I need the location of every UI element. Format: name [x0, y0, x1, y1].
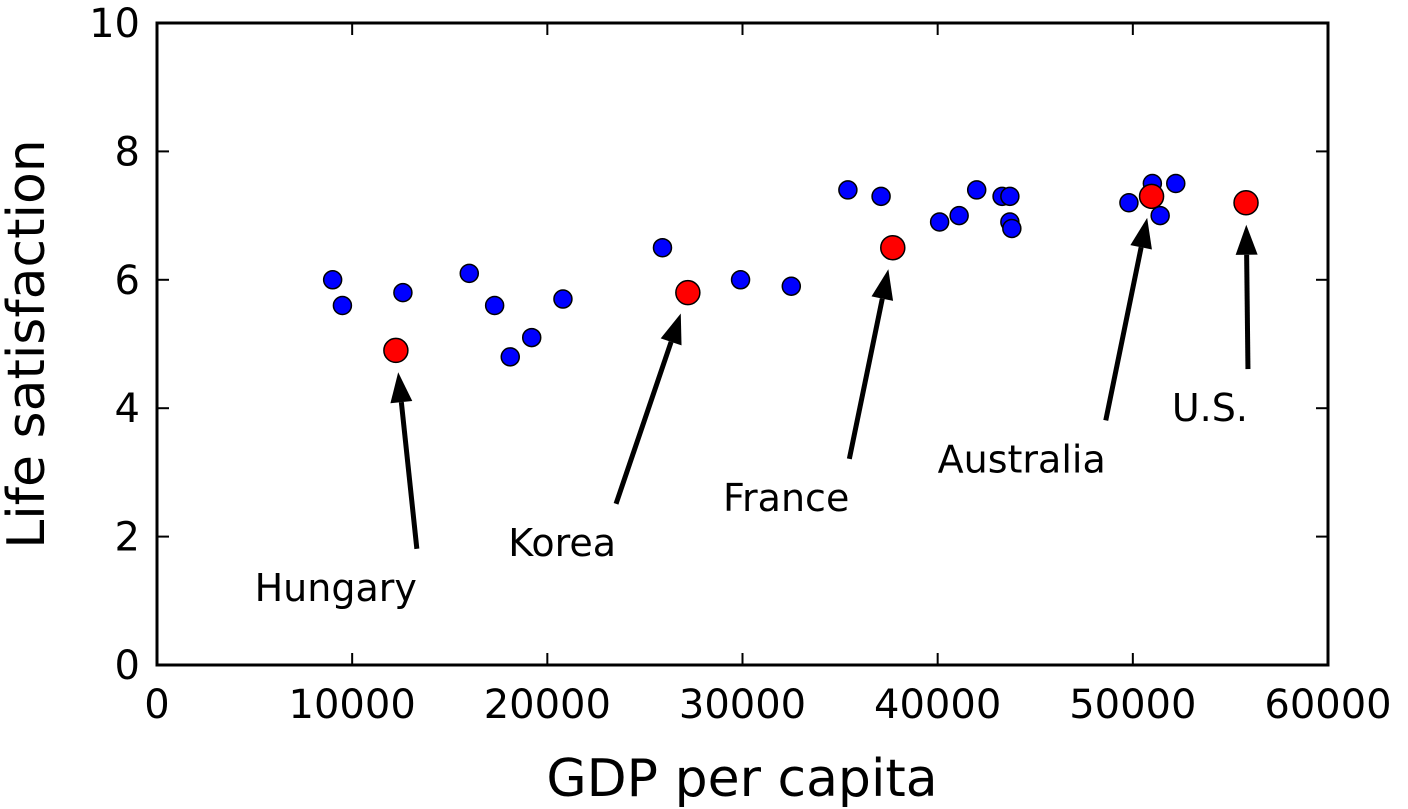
y-tick-label: 4 — [115, 386, 140, 432]
data-point — [500, 347, 521, 367]
annotation-label: Korea — [508, 521, 616, 565]
x-tick-label: 30000 — [679, 682, 806, 728]
annotation-label: U.S. — [1172, 386, 1248, 430]
annotation-arrow-shaft — [1103, 246, 1144, 421]
annotation-label: France — [723, 476, 849, 520]
annotation-arrow-shaft — [846, 298, 885, 460]
annotation-arrow-shaft — [1244, 254, 1251, 370]
x-tick-label: 0 — [144, 682, 169, 728]
x-tick-label: 60000 — [1264, 682, 1391, 728]
x-axis-label: GDP per capita — [546, 749, 937, 809]
annotation-arrow-head — [660, 313, 682, 346]
data-point — [1002, 218, 1022, 239]
data-point — [322, 270, 343, 290]
y-tick-label: 10 — [89, 1, 140, 47]
y-tick-label: 6 — [115, 258, 140, 304]
data-point — [521, 327, 542, 348]
annotation-arrow-head — [1235, 224, 1258, 255]
y-tick-label: 8 — [115, 129, 140, 175]
data-point — [553, 289, 573, 309]
annotation-arrow-head — [390, 372, 413, 404]
ticks: 0 10000 20000 30000 40000 50000 60000 0 2 4 6 8 10 — [89, 1, 1392, 728]
x-tick-label: 40000 — [874, 682, 1001, 728]
annotation-arrow-shaft — [398, 401, 420, 550]
data-point — [1166, 173, 1186, 194]
data-point — [484, 295, 505, 316]
annotation-label: Hungary — [255, 566, 417, 610]
plot-frame — [155, 21, 1330, 667]
y-axis-label: Life satisfaction — [0, 139, 57, 549]
data-point — [838, 180, 858, 200]
data-point — [949, 205, 969, 226]
annotation-arrow-head — [1130, 217, 1152, 250]
annotation-label: Australia — [938, 437, 1106, 481]
highlight-point — [1233, 190, 1259, 216]
x-tick-label: 50000 — [1069, 682, 1196, 728]
y-tick-label: 2 — [115, 515, 140, 561]
annotation-arrow-shaft — [613, 341, 674, 505]
x-tick-label: 10000 — [289, 682, 416, 728]
x-tick-label: 20000 — [484, 682, 611, 728]
annotations: Hungary Korea France Australia U.S. — [255, 217, 1258, 610]
data-point — [459, 263, 480, 284]
annotation-arrow-head — [871, 269, 894, 301]
data-point — [1150, 205, 1170, 226]
y-tick-label: 0 — [115, 643, 140, 689]
highlight-point — [675, 279, 701, 306]
data-point — [1119, 193, 1139, 213]
data-point — [966, 180, 987, 200]
highlight-point — [383, 337, 409, 364]
data-point — [332, 295, 353, 316]
data-point — [652, 237, 673, 258]
data-point — [393, 282, 413, 303]
highlight-point — [1138, 183, 1165, 210]
highlight-point — [880, 234, 906, 261]
data-point — [871, 186, 891, 207]
data-point — [730, 270, 751, 290]
data-points — [322, 173, 1259, 367]
data-point — [929, 212, 950, 232]
data-point — [781, 276, 802, 296]
data-point — [1000, 186, 1020, 207]
